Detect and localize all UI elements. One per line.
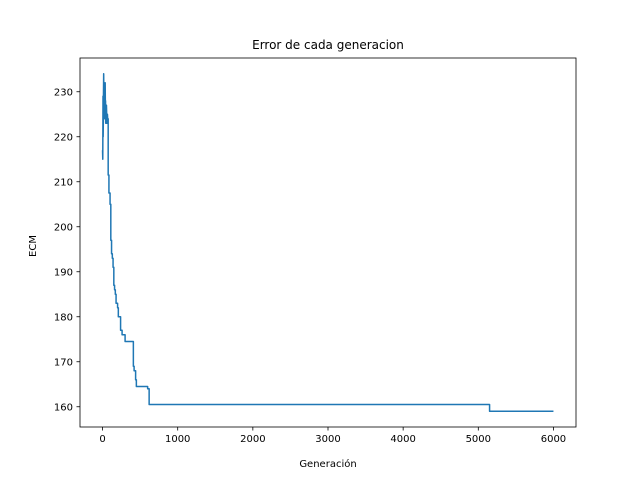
plot-area: 0 1000 2000 3000 4000 5000 6000 160 170 180 190 200… [54,57,577,445]
y-axis-label: ECM [28,235,39,257]
y-tick-label: 210 [54,177,73,188]
y-tick-label: 230 [54,87,73,98]
x-tick-label: 4000 [390,434,415,445]
y-tick-label: 220 [54,132,73,143]
x-tick-label: 0 [99,434,105,445]
y-tick-label: 170 [54,357,73,368]
x-tick-label: 2000 [240,434,265,445]
series-line-1 [101,73,554,412]
y-tick-label: 200 [54,222,73,233]
y-tick-label: 180 [54,312,73,323]
x-axis-label: Generación [299,458,356,470]
x-tick-label: 6000 [541,434,566,445]
x-tick-label: 3000 [315,434,340,445]
x-tick-label: 5000 [466,434,491,445]
y-tick-label: 160 [54,402,73,413]
x-tick-label: 1000 [165,434,190,445]
chart-title: Error de cada generacion [252,38,404,52]
y-tick-label: 190 [54,267,73,278]
